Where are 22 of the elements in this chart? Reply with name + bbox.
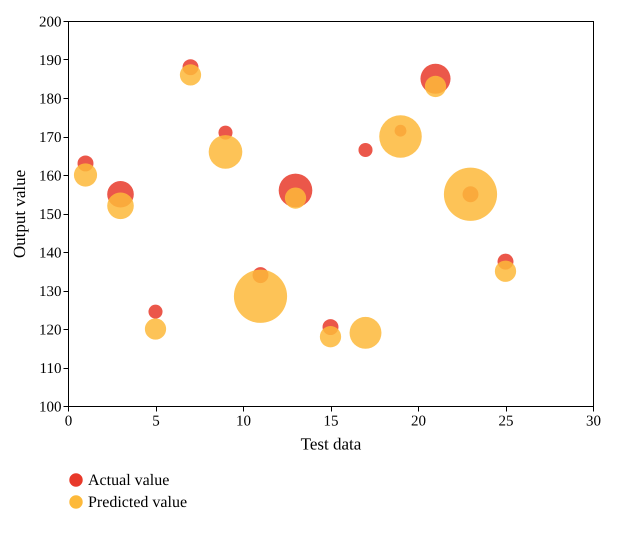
x-tick-label: 0	[64, 414, 72, 430]
x-tick-label: 30	[586, 414, 601, 430]
x-tick-label: 10	[236, 414, 251, 430]
y-tick-label: 130	[39, 284, 62, 300]
y-tick-label: 190	[39, 53, 62, 69]
y-axis-title: Output value	[10, 170, 29, 258]
legend-label: Predicted value	[88, 494, 188, 511]
y-tick-label: 140	[39, 246, 62, 262]
y-tick-label: 120	[39, 322, 62, 338]
x-tick-label: 5	[152, 414, 160, 430]
x-axis-title: Test data	[300, 434, 362, 454]
legend-label: Actual value	[88, 472, 170, 489]
y-tick-label: 160	[39, 168, 62, 184]
x-tick-label: 15	[324, 414, 338, 430]
y-tick-label: 170	[39, 130, 62, 146]
y-tick-label: 150	[39, 207, 62, 223]
y-tick-label: 100	[39, 400, 62, 416]
y-tick-label: 180	[39, 92, 62, 108]
x-tick-label: 20	[411, 414, 426, 430]
y-tick-label: 110	[40, 361, 62, 377]
x-tick-label: 25	[498, 414, 514, 430]
y-tick-label: 200	[39, 14, 62, 30]
